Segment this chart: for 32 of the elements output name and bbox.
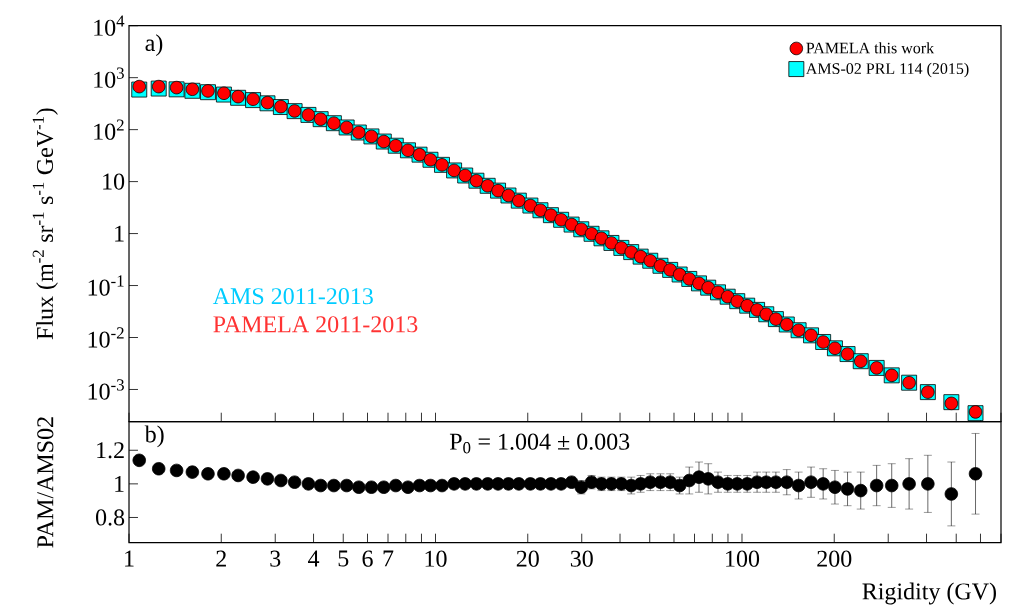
x-axis-title: Rigidity (GV) (862, 582, 996, 605)
y-tick-label: 1 (115, 475, 124, 492)
x-tick-label: 200 (817, 550, 852, 567)
annotation: AMS 2011-2013 (212, 288, 373, 305)
y-tick-label: 1 (115, 225, 124, 242)
x-tick-label: 30 (570, 550, 593, 567)
x-tick-label: 7 (383, 550, 394, 567)
y-tick-label: 0.8 (95, 509, 125, 526)
x-tick-label: 10 (425, 550, 447, 567)
y-tick-label: 10$^{3}$ (94, 67, 124, 88)
annotation: a) (145, 34, 163, 56)
y-tick-label: 1.2 (97, 442, 124, 459)
x-tick-label: 2 (216, 550, 226, 567)
annotation: P$_{0}$ = 1.004 ± 0.003 (449, 433, 630, 454)
x-tick-label: 6 (362, 550, 373, 567)
x-tick-label: 100 (726, 550, 760, 567)
y-tick-label: 10$^{4}$ (94, 15, 125, 36)
y-tick-label: 10 (103, 173, 125, 190)
y-tick-label: 10$^{2}$ (94, 119, 124, 140)
text: Flux (m$^{-2}$ sr$^{-1}$ s$^{-1}$ GeV$^{-1}$) (32, 108, 58, 340)
y-tick-label: 10$^{-3}$ (88, 379, 124, 400)
y-tick-label: 10$^{-2}$ (88, 327, 124, 348)
x-tick-label: 4 (308, 550, 320, 567)
annotation: PAMELA 2011-2013 (213, 316, 418, 333)
y-axis-title: PAM/AMS02 (37, 417, 54, 548)
legend-label: PAMELA this work (806, 42, 935, 54)
legend-label: AMS-02 PRL 114 (2015) (805, 62, 969, 78)
x-tick-label: 5 (338, 550, 349, 567)
annotation: b) (144, 425, 164, 448)
x-tick-label: 3 (270, 550, 281, 567)
y-tick-label: 10$^{-1}$ (88, 275, 124, 296)
x-tick-label: 20 (516, 550, 539, 567)
